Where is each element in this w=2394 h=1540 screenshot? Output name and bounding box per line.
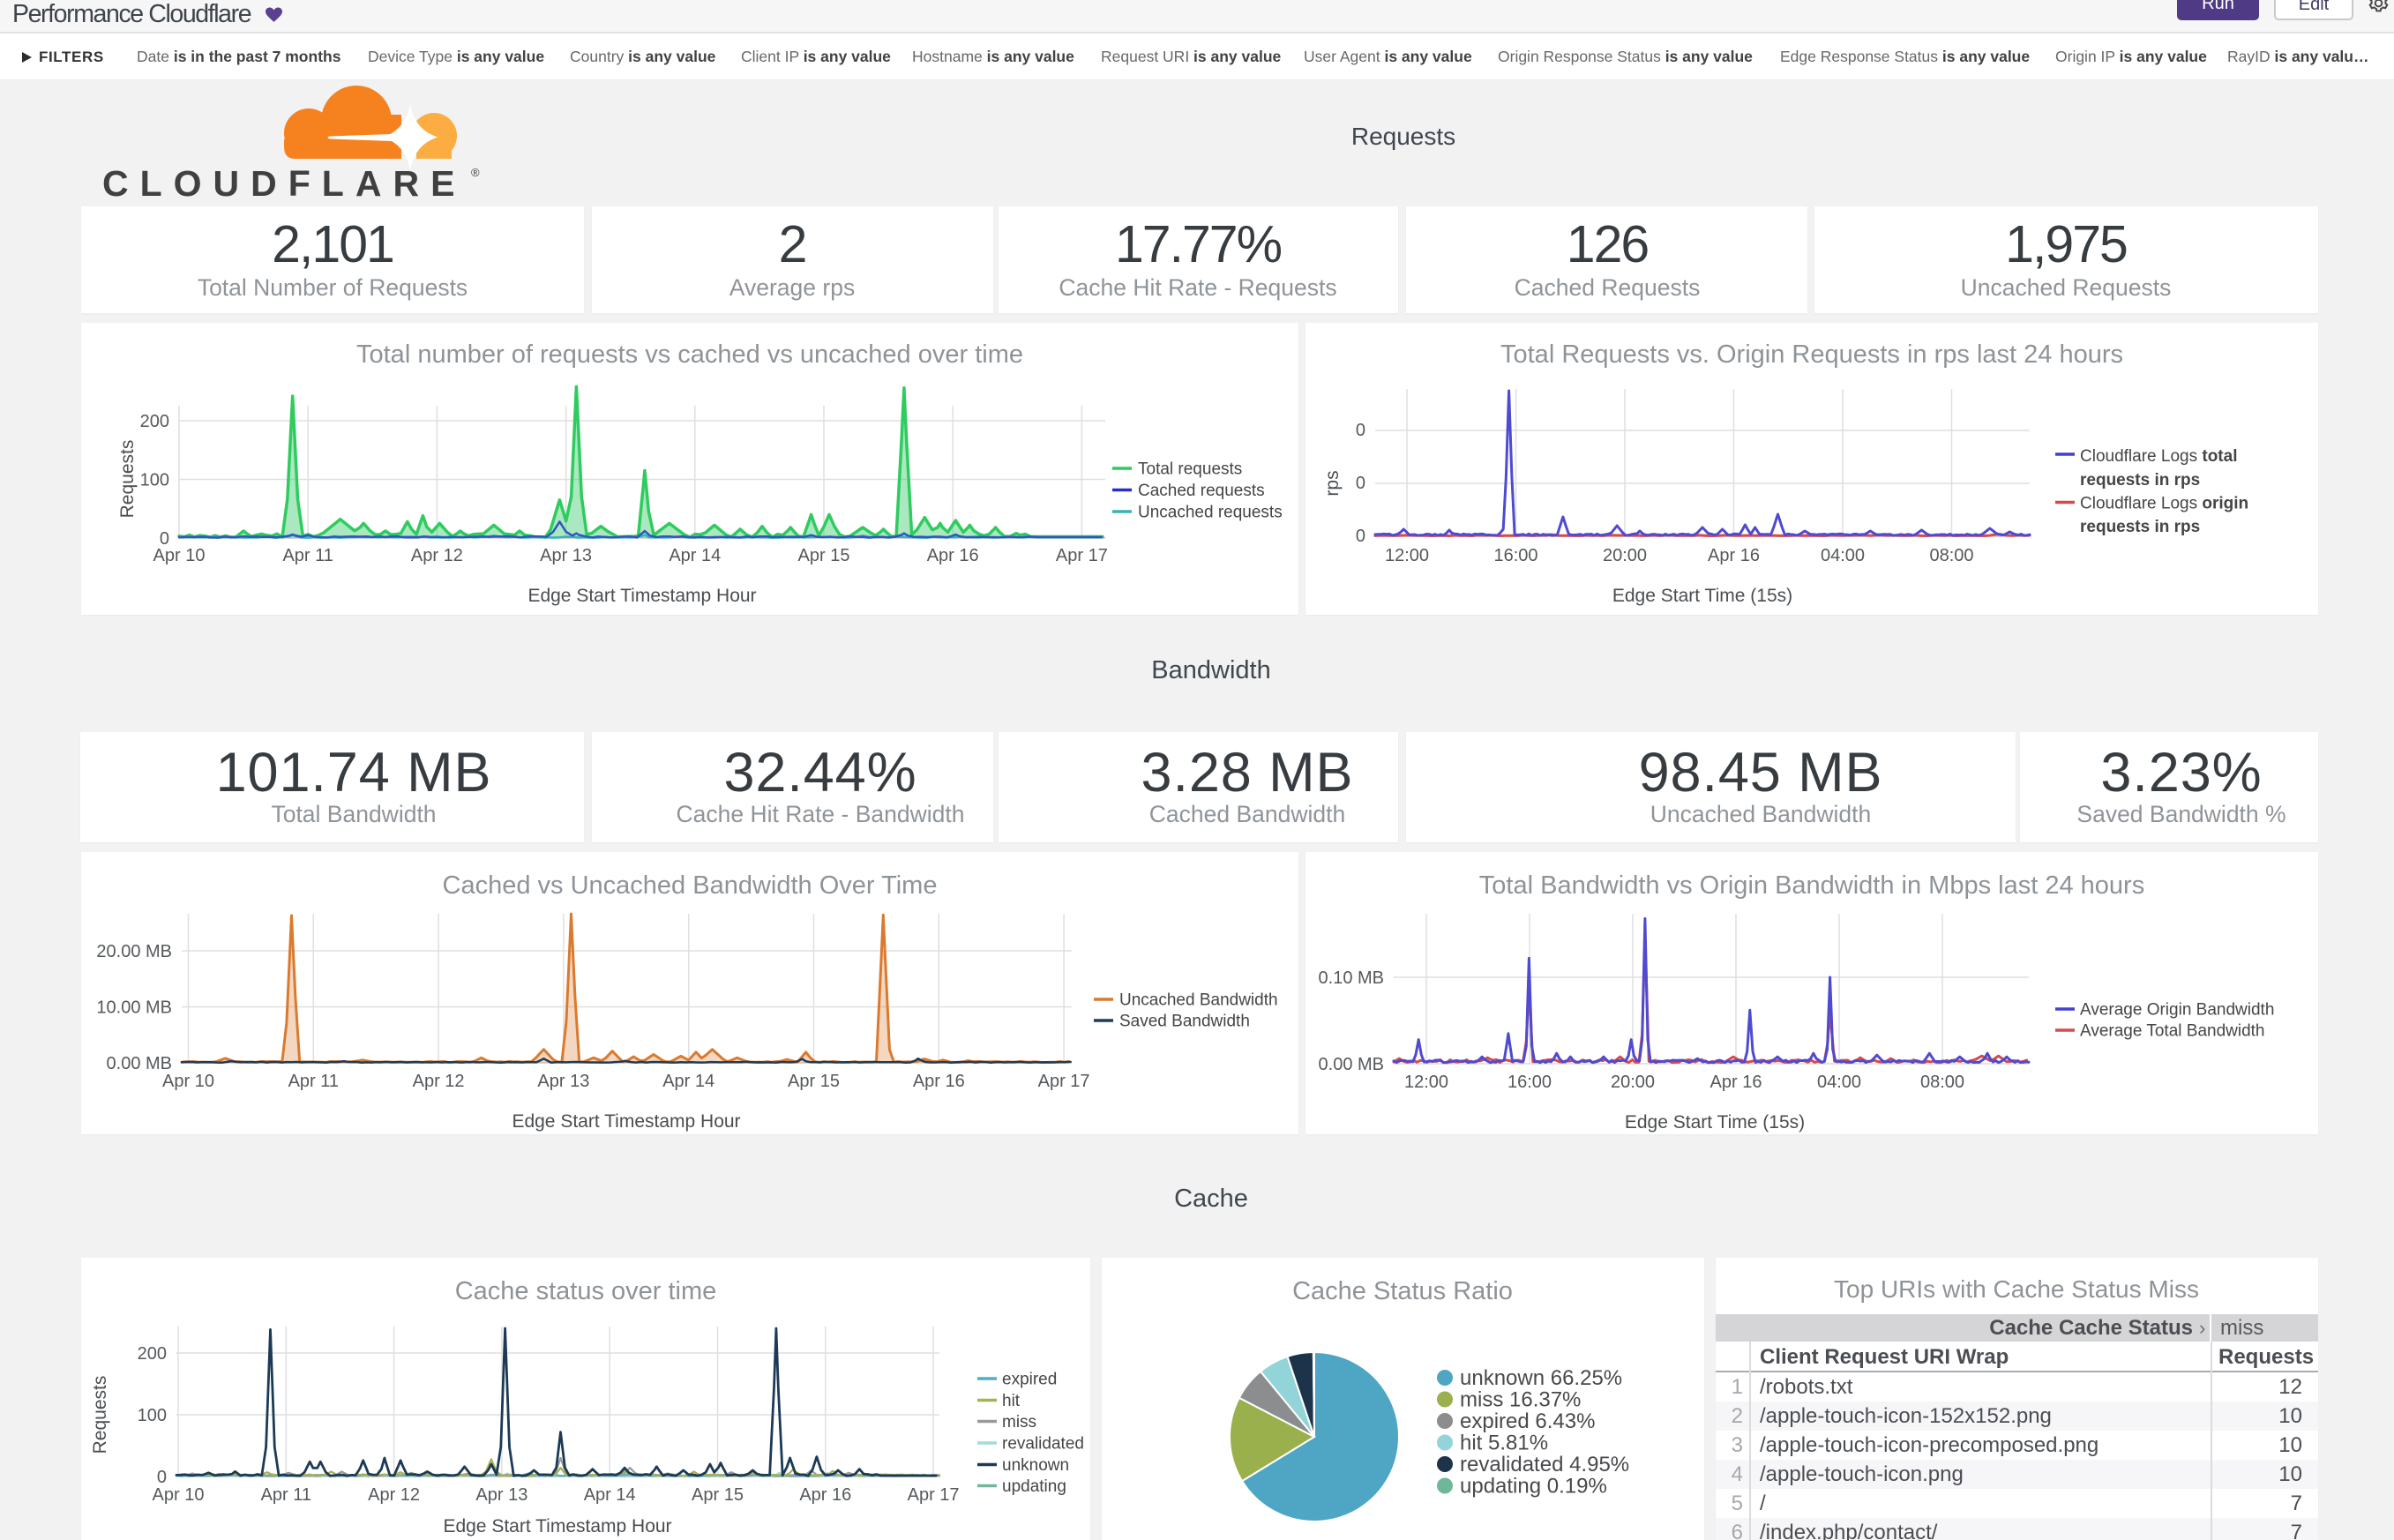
svg-text:requests in rps: requests in rps <box>2080 471 2200 490</box>
svg-text:Average Origin Bandwidth: Average Origin Bandwidth <box>2080 1001 2274 1020</box>
svg-text:Apr 15: Apr 15 <box>798 546 850 565</box>
svg-text:Saved Bandwidth: Saved Bandwidth <box>1119 1013 1250 1031</box>
svg-text:Apr 10: Apr 10 <box>153 546 206 565</box>
svg-text:expired: expired <box>1002 1371 1057 1389</box>
svg-text:100: 100 <box>138 1406 167 1425</box>
svg-text:CLOUDFLARE: CLOUDFLARE <box>102 163 466 203</box>
svg-text:expired 6.43%: expired 6.43% <box>1460 1409 1595 1433</box>
svg-text:Apr 14: Apr 14 <box>584 1485 636 1505</box>
svg-text:®: ® <box>471 166 480 179</box>
svg-text:Requests: Requests <box>90 1376 110 1454</box>
svg-text:revalidated 4.95%: revalidated 4.95% <box>1460 1453 1629 1476</box>
svg-text:hit 5.81%: hit 5.81% <box>1460 1432 1548 1455</box>
svg-text:Apr 13: Apr 13 <box>537 1072 589 1091</box>
svg-text:Uncached Bandwidth: Uncached Bandwidth <box>1119 991 1278 1010</box>
svg-text:100: 100 <box>140 471 169 490</box>
svg-text:04:00: 04:00 <box>1821 546 1865 565</box>
svg-text:Apr 14: Apr 14 <box>669 546 721 565</box>
svg-text:Edge Start Time (15s): Edge Start Time (15s) <box>1625 1112 1805 1133</box>
svg-text:Uncached requests: Uncached requests <box>1138 504 1283 522</box>
svg-text:Apr 16: Apr 16 <box>1708 546 1760 565</box>
svg-text:Edge Start Timestamp Hour: Edge Start Timestamp Hour <box>512 1111 740 1132</box>
svg-text:Apr 12: Apr 12 <box>368 1485 420 1505</box>
svg-text:16:00: 16:00 <box>1507 1073 1552 1092</box>
svg-text:miss: miss <box>1002 1413 1036 1432</box>
svg-text:Apr 16: Apr 16 <box>1710 1073 1762 1092</box>
svg-text:0: 0 <box>1356 527 1365 546</box>
svg-text:Cloudflare Logs total: Cloudflare Logs total <box>2080 447 2237 466</box>
svg-text:unknown: unknown <box>1002 1456 1069 1475</box>
svg-text:miss 16.37%: miss 16.37% <box>1460 1388 1581 1412</box>
svg-text:Apr 16: Apr 16 <box>913 1072 965 1091</box>
svg-text:Apr 15: Apr 15 <box>692 1485 744 1505</box>
svg-text:0.00 MB: 0.00 MB <box>107 1054 172 1073</box>
svg-text:12:00: 12:00 <box>1385 546 1429 565</box>
svg-text:unknown 66.25%: unknown 66.25% <box>1460 1366 1622 1390</box>
svg-text:Apr 17: Apr 17 <box>1056 546 1108 565</box>
svg-text:16:00: 16:00 <box>1493 546 1537 565</box>
svg-text:12:00: 12:00 <box>1404 1073 1448 1092</box>
svg-text:updating: updating <box>1002 1477 1066 1496</box>
svg-text:Edge Start Time (15s): Edge Start Time (15s) <box>1612 586 1792 606</box>
svg-text:Apr 16: Apr 16 <box>799 1485 851 1505</box>
svg-text:hit: hit <box>1002 1392 1021 1410</box>
svg-text:Apr 10: Apr 10 <box>153 1485 205 1505</box>
svg-text:Apr 17: Apr 17 <box>1038 1072 1090 1091</box>
svg-text:0: 0 <box>1356 421 1365 440</box>
svg-text:Apr 13: Apr 13 <box>475 1485 527 1505</box>
svg-text:requests in rps: requests in rps <box>2080 518 2200 536</box>
svg-text:Apr 15: Apr 15 <box>788 1072 840 1091</box>
svg-text:Apr 13: Apr 13 <box>540 546 592 565</box>
svg-text:Edge Start Timestamp Hour: Edge Start Timestamp Hour <box>443 1516 671 1536</box>
svg-text:0: 0 <box>1356 474 1365 493</box>
svg-text:Apr 17: Apr 17 <box>908 1485 960 1505</box>
svg-text:200: 200 <box>138 1344 167 1364</box>
svg-text:0: 0 <box>160 529 169 549</box>
svg-text:0.10 MB: 0.10 MB <box>1319 968 1384 988</box>
svg-text:rps: rps <box>1322 470 1343 496</box>
svg-text:Apr 12: Apr 12 <box>413 1072 465 1091</box>
svg-text:Apr 11: Apr 11 <box>282 546 333 565</box>
svg-text:Apr 10: Apr 10 <box>162 1072 214 1091</box>
svg-text:20:00: 20:00 <box>1611 1073 1655 1092</box>
svg-text:Edge Start Timestamp Hour: Edge Start Timestamp Hour <box>527 586 756 606</box>
svg-text:10.00 MB: 10.00 MB <box>96 998 172 1018</box>
svg-text:updating 0.19%: updating 0.19% <box>1460 1475 1607 1499</box>
svg-text:revalidated: revalidated <box>1002 1435 1084 1454</box>
svg-text:0.00 MB: 0.00 MB <box>1319 1055 1384 1074</box>
svg-text:04:00: 04:00 <box>1817 1073 1861 1092</box>
svg-text:0: 0 <box>157 1468 167 1487</box>
svg-text:200: 200 <box>140 412 169 431</box>
svg-text:Cloudflare Logs origin: Cloudflare Logs origin <box>2080 495 2248 513</box>
svg-text:08:00: 08:00 <box>1920 1073 1964 1092</box>
svg-text:Apr 12: Apr 12 <box>411 546 463 565</box>
svg-text:Apr 16: Apr 16 <box>927 546 979 565</box>
svg-text:Apr 11: Apr 11 <box>261 1485 311 1505</box>
svg-text:08:00: 08:00 <box>1929 546 1973 565</box>
svg-text:Cached requests: Cached requests <box>1138 482 1265 500</box>
svg-text:20:00: 20:00 <box>1603 546 1647 565</box>
svg-text:20.00 MB: 20.00 MB <box>96 942 172 961</box>
svg-text:Apr 14: Apr 14 <box>662 1072 714 1091</box>
svg-text:Average Total Bandwidth: Average Total Bandwidth <box>2080 1022 2265 1041</box>
svg-text:Total requests: Total requests <box>1138 460 1242 479</box>
svg-text:Requests: Requests <box>117 440 138 519</box>
svg-text:Apr 11: Apr 11 <box>288 1072 339 1091</box>
